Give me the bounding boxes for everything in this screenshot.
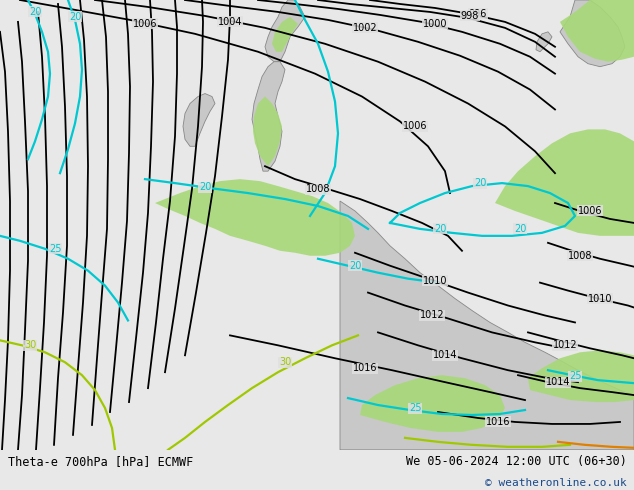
Text: 1010: 1010 <box>588 294 612 303</box>
Text: 20: 20 <box>474 178 486 188</box>
Polygon shape <box>183 94 215 147</box>
Text: 1008: 1008 <box>306 184 330 194</box>
Text: 20: 20 <box>29 7 41 17</box>
Polygon shape <box>495 129 634 236</box>
Polygon shape <box>360 375 505 432</box>
Polygon shape <box>155 179 355 256</box>
Text: 1014: 1014 <box>433 350 457 360</box>
Polygon shape <box>560 0 625 67</box>
Text: 20: 20 <box>69 12 81 22</box>
Text: 20: 20 <box>199 182 211 192</box>
Polygon shape <box>536 32 552 52</box>
Text: 1014: 1014 <box>546 377 570 387</box>
Text: 1004: 1004 <box>217 17 242 27</box>
Text: 1012: 1012 <box>420 311 444 320</box>
Text: 1016: 1016 <box>353 363 377 373</box>
Text: 20: 20 <box>434 224 446 234</box>
Text: 1008: 1008 <box>568 251 592 261</box>
Polygon shape <box>252 62 285 171</box>
Text: 20: 20 <box>349 261 361 270</box>
Text: 1016: 1016 <box>486 417 510 427</box>
Text: 1006: 1006 <box>578 206 602 216</box>
Text: © weatheronline.co.uk: © weatheronline.co.uk <box>484 478 626 488</box>
Text: 1002: 1002 <box>353 23 377 33</box>
Polygon shape <box>340 201 634 450</box>
Text: 25: 25 <box>49 244 61 254</box>
Polygon shape <box>265 0 305 62</box>
Text: 1012: 1012 <box>553 341 578 350</box>
Text: 20: 20 <box>514 224 526 234</box>
Polygon shape <box>480 430 634 450</box>
Text: 998: 998 <box>461 11 479 21</box>
Text: 1000: 1000 <box>423 19 447 29</box>
Polygon shape <box>253 97 282 166</box>
Text: 25: 25 <box>569 371 581 381</box>
Text: 996: 996 <box>469 9 487 19</box>
Polygon shape <box>272 17 298 52</box>
Text: 30: 30 <box>279 357 291 367</box>
Text: 1006: 1006 <box>133 19 157 29</box>
Text: We 05-06-2024 12:00 UTC (06+30): We 05-06-2024 12:00 UTC (06+30) <box>406 455 626 467</box>
Text: 1010: 1010 <box>423 276 447 286</box>
Text: 30: 30 <box>24 341 36 350</box>
Text: Theta-e 700hPa [hPa] ECMWF: Theta-e 700hPa [hPa] ECMWF <box>8 455 193 467</box>
Text: 25: 25 <box>409 403 421 413</box>
Polygon shape <box>528 350 634 402</box>
Text: 1006: 1006 <box>403 122 427 131</box>
Polygon shape <box>560 0 634 62</box>
